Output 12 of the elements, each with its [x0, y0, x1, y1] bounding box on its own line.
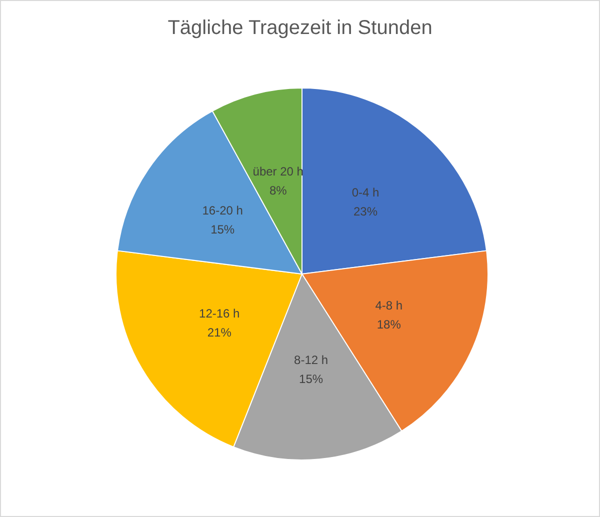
slice-label: 0-4 h: [352, 185, 380, 200]
data-label: 18%: [376, 317, 402, 332]
data-label: 15%: [210, 222, 235, 237]
data-label: 15%: [299, 372, 324, 386]
slice-label: 4-8 h: [375, 298, 403, 312]
chart-title: Tägliche Tragezeit in Stunden: [168, 17, 432, 39]
slice-label: 12-16 h: [199, 306, 240, 320]
data-label: 8%: [269, 184, 288, 198]
data-label: 21%: [207, 325, 232, 340]
slice-label: 16-20 h: [202, 204, 243, 218]
data-label: 23%: [353, 204, 378, 218]
slice-label: 8-12 h: [294, 353, 328, 368]
